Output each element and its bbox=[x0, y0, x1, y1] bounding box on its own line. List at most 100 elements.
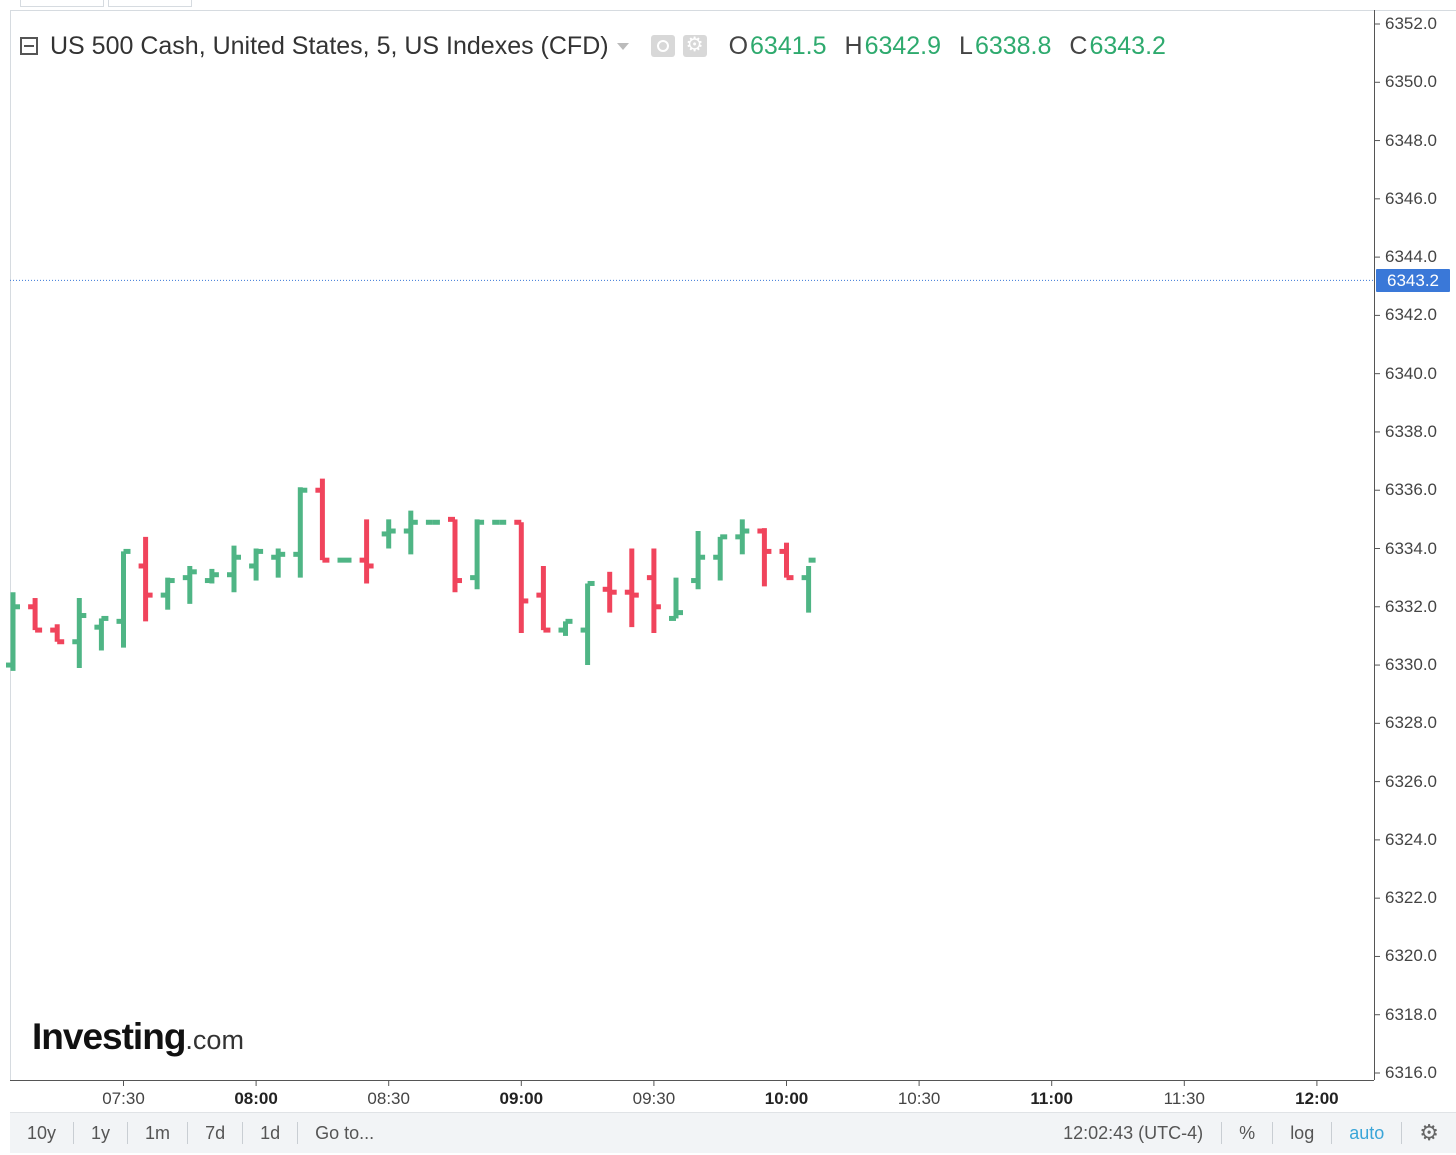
price-scale-border bbox=[1374, 10, 1375, 1080]
low-value: 6338.8 bbox=[974, 31, 1052, 60]
ohlc-bar[interactable] bbox=[28, 598, 43, 633]
chevron-down-icon[interactable] bbox=[616, 42, 629, 50]
x-tick-label: 09:00 bbox=[499, 1089, 544, 1108]
x-tick-label: 07:30 bbox=[102, 1089, 145, 1108]
clock-timezone[interactable]: 12:02:43 (UTC-4) bbox=[1045, 1122, 1223, 1144]
x-tick-label: 08:30 bbox=[367, 1089, 410, 1108]
open-value: 6341.5 bbox=[750, 31, 827, 60]
ohlc-bar[interactable] bbox=[580, 580, 595, 666]
ohlc-bar[interactable] bbox=[558, 618, 573, 636]
ohlc-bar[interactable] bbox=[691, 531, 706, 590]
ohlc-bar[interactable] bbox=[713, 534, 728, 581]
y-tick-label: 6342.0 bbox=[1385, 305, 1437, 325]
ohlc-bar[interactable] bbox=[757, 528, 772, 587]
range-1y-button[interactable]: 1y bbox=[74, 1122, 129, 1144]
ohlc-bar[interactable] bbox=[293, 487, 308, 578]
y-tick-label: 6348.0 bbox=[1385, 130, 1437, 150]
ohlc-bar[interactable] bbox=[381, 519, 396, 549]
y-tick-label: 6336.0 bbox=[1385, 480, 1437, 500]
tab-hint bbox=[20, 0, 104, 7]
last-price-tag: 6343.2 bbox=[1376, 269, 1450, 292]
y-tick-label: 6324.0 bbox=[1385, 829, 1437, 849]
logo-suffix: .com bbox=[185, 1025, 244, 1055]
x-tick-label: 10:00 bbox=[764, 1089, 809, 1108]
chart-legend: US 500 Cash, United States, 5, US Indexe… bbox=[20, 30, 1166, 62]
ohlc-bar[interactable] bbox=[624, 548, 639, 628]
eye-icon[interactable] bbox=[650, 35, 675, 57]
ohlc-bar[interactable] bbox=[72, 598, 87, 668]
range-1m-button[interactable]: 1m bbox=[128, 1122, 189, 1144]
y-tick-label: 6350.0 bbox=[1385, 72, 1437, 92]
open-label: O bbox=[728, 31, 749, 60]
high-value: 6342.9 bbox=[864, 31, 942, 60]
y-tick-label: 6346.0 bbox=[1385, 188, 1437, 208]
ohlc-bar[interactable] bbox=[315, 478, 330, 563]
low-label: L bbox=[959, 31, 973, 60]
logo-main: Investing bbox=[32, 1016, 186, 1057]
symbol-title[interactable]: US 500 Cash, United States, 5, US Indexe… bbox=[50, 31, 609, 60]
ohlc-bar[interactable] bbox=[160, 577, 175, 610]
ohlc-bar[interactable] bbox=[94, 615, 109, 651]
ohlc-bar[interactable] bbox=[536, 565, 551, 633]
y-tick-label: 6328.0 bbox=[1385, 713, 1437, 733]
y-tick-label: 6318.0 bbox=[1385, 1004, 1437, 1024]
ohlc-bar[interactable] bbox=[514, 519, 529, 634]
x-tick-label: 12:00 bbox=[1295, 1089, 1339, 1108]
ohlc-bar[interactable] bbox=[6, 592, 20, 671]
collapse-legend-icon[interactable] bbox=[20, 37, 38, 55]
auto-scale-toggle[interactable]: auto bbox=[1332, 1122, 1403, 1144]
ohlc-bar[interactable] bbox=[646, 548, 661, 634]
ohlc-bar[interactable] bbox=[602, 571, 617, 613]
x-tick-label: 09:30 bbox=[632, 1089, 676, 1108]
range-1d-button[interactable]: 1d bbox=[243, 1122, 299, 1144]
x-tick-label: 10:30 bbox=[897, 1089, 941, 1108]
time-axis-border bbox=[10, 1080, 1374, 1081]
ohlc-bar[interactable] bbox=[359, 519, 374, 584]
range-10y-button[interactable]: 10y bbox=[10, 1122, 75, 1144]
ohlc-bar[interactable] bbox=[735, 519, 750, 555]
ohlc-bar[interactable] bbox=[138, 536, 153, 622]
log-toggle[interactable]: log bbox=[1273, 1122, 1333, 1144]
ohlc-bar[interactable] bbox=[669, 577, 683, 621]
x-tick-label: 08:00 bbox=[234, 1089, 278, 1108]
close-label: C bbox=[1069, 31, 1088, 60]
ohlc-bar[interactable] bbox=[227, 545, 241, 593]
ohlc-bar[interactable] bbox=[271, 548, 286, 578]
ohlc-bar[interactable] bbox=[182, 565, 197, 604]
x-tick-label: 11:00 bbox=[1030, 1089, 1073, 1108]
ohlc-bar[interactable] bbox=[403, 510, 418, 555]
ohlc-bar[interactable] bbox=[779, 542, 794, 581]
y-tick-label: 6338.0 bbox=[1385, 421, 1437, 441]
chart-top-border bbox=[10, 10, 1456, 11]
ohlc-bar[interactable] bbox=[470, 519, 485, 590]
high-label: H bbox=[844, 31, 863, 60]
bottom-toolbar: 10y 1y 1m 7d 1d Go to... 12:02:43 (UTC-4… bbox=[10, 1112, 1456, 1153]
x-tick-label: 11:30 bbox=[1163, 1089, 1205, 1108]
ohlc-bar[interactable] bbox=[204, 568, 219, 584]
ohlc-bar[interactable] bbox=[116, 548, 131, 648]
range-7d-button[interactable]: 7d bbox=[188, 1122, 244, 1144]
y-tick-label: 6334.0 bbox=[1385, 538, 1437, 558]
y-tick-label: 6352.0 bbox=[1385, 14, 1437, 33]
ohlc-bar[interactable] bbox=[50, 624, 65, 645]
ohlc-bar[interactable] bbox=[801, 557, 816, 613]
ohlc-bar[interactable] bbox=[448, 516, 462, 593]
tab-hint bbox=[108, 0, 192, 7]
ohlc-values: O 6341.5 H 6342.9 L 6338.8 C 6343.2 bbox=[721, 32, 1166, 61]
settings-gear-icon[interactable]: ⚙ bbox=[1419, 1120, 1439, 1145]
investing-logo: Investing.com bbox=[32, 1016, 244, 1058]
y-tick-label: 6330.0 bbox=[1385, 655, 1437, 675]
go-to-button[interactable]: Go to... bbox=[315, 1123, 375, 1143]
ohlc-bar[interactable] bbox=[249, 548, 264, 581]
y-tick-label: 6340.0 bbox=[1385, 363, 1437, 383]
y-tick-label: 6326.0 bbox=[1385, 771, 1437, 791]
y-tick-label: 6320.0 bbox=[1385, 946, 1437, 966]
percent-toggle[interactable]: % bbox=[1222, 1122, 1274, 1144]
y-tick-label: 6344.0 bbox=[1385, 247, 1437, 267]
close-value: 6343.2 bbox=[1089, 31, 1166, 60]
chart-left-border bbox=[10, 10, 11, 1080]
gear-icon[interactable] bbox=[682, 32, 707, 57]
y-tick-label: 6332.0 bbox=[1385, 596, 1437, 616]
